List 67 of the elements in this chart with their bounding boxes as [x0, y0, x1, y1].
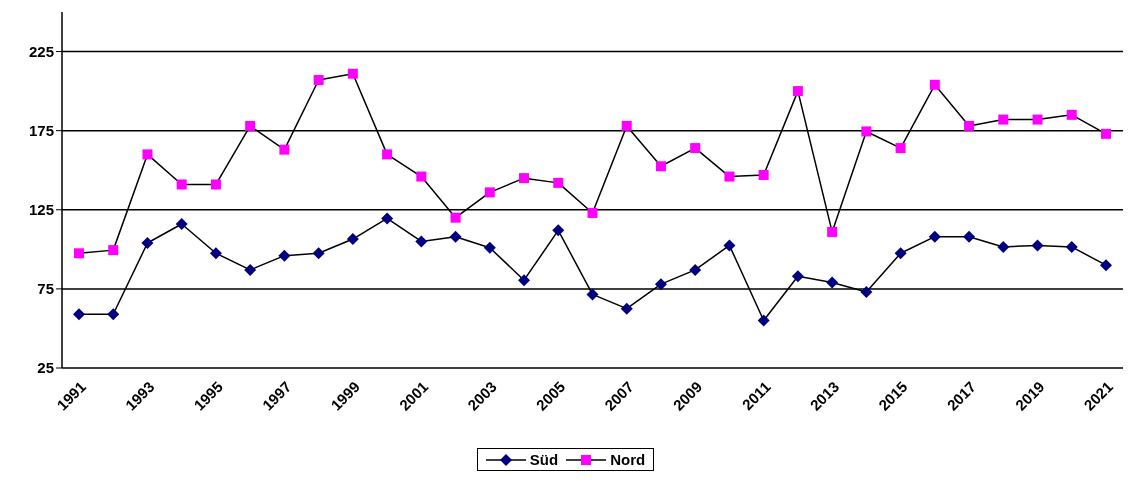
point — [108, 245, 119, 256]
point — [73, 308, 85, 321]
legend-label: Süd — [529, 451, 559, 468]
point — [1100, 259, 1112, 272]
point — [894, 247, 907, 260]
y-tick-label: 75 — [37, 280, 54, 298]
point — [142, 149, 153, 160]
point — [860, 286, 873, 299]
point — [757, 314, 770, 327]
point — [792, 86, 803, 97]
point — [141, 237, 154, 249]
point — [723, 239, 736, 252]
point — [347, 68, 358, 79]
y-tick-label: 175 — [28, 121, 54, 139]
point — [654, 278, 667, 291]
point — [620, 302, 633, 315]
y-tick-label: 125 — [28, 201, 54, 219]
point — [346, 233, 359, 246]
y-tick-label: 25 — [37, 359, 54, 377]
point — [1031, 239, 1044, 252]
point — [827, 226, 838, 237]
point — [724, 171, 735, 182]
point — [175, 218, 188, 231]
point — [519, 173, 530, 184]
point — [553, 177, 564, 188]
point — [244, 263, 257, 276]
point — [552, 224, 565, 237]
point — [483, 241, 496, 254]
point — [690, 143, 701, 154]
point — [861, 126, 872, 137]
point — [964, 120, 975, 131]
point — [655, 161, 666, 172]
point — [449, 230, 462, 243]
point — [1101, 128, 1111, 139]
point — [689, 263, 702, 276]
y-tick-label: 225 — [28, 42, 54, 60]
point — [381, 212, 394, 225]
point — [312, 247, 325, 260]
point — [998, 114, 1009, 125]
point — [928, 230, 941, 243]
point — [621, 120, 632, 131]
point — [416, 171, 427, 182]
point — [518, 274, 531, 287]
point — [1065, 240, 1078, 253]
point — [279, 144, 290, 155]
point — [963, 230, 976, 243]
point — [586, 288, 599, 301]
point — [209, 247, 222, 260]
point — [587, 207, 598, 218]
point — [415, 235, 428, 248]
point — [245, 120, 256, 131]
point — [74, 248, 84, 259]
point — [450, 212, 461, 223]
point — [484, 187, 495, 198]
point — [997, 240, 1010, 253]
point — [1066, 109, 1077, 120]
point — [791, 270, 804, 283]
point — [758, 169, 769, 180]
point — [895, 143, 906, 154]
point — [176, 179, 187, 190]
point — [929, 79, 940, 90]
point — [1032, 114, 1043, 125]
legend-label: Nord — [610, 451, 646, 468]
point — [278, 249, 291, 262]
point — [382, 149, 393, 160]
point — [826, 276, 839, 289]
point — [107, 308, 120, 321]
